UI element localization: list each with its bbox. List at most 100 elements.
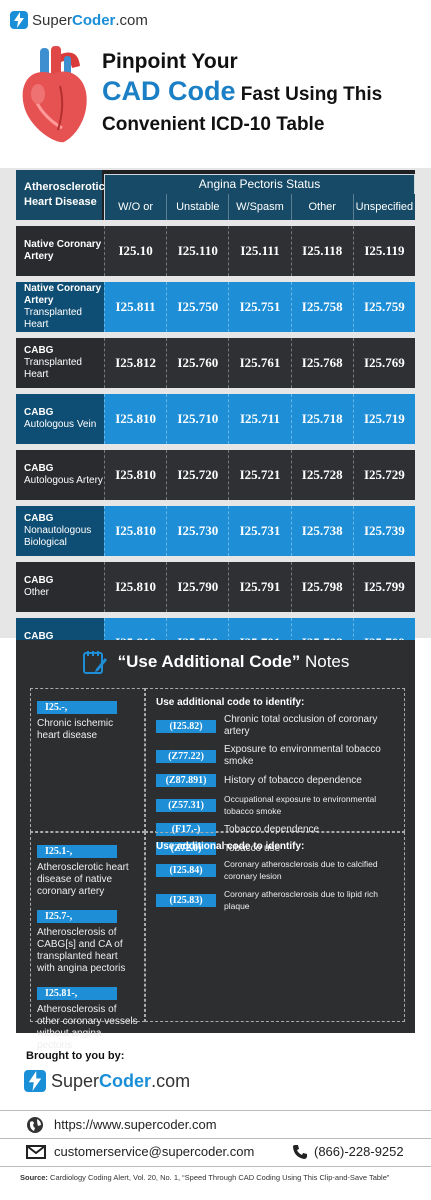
code-pill: (I25.84) — [156, 863, 216, 877]
code-pill: (Z77.22) — [156, 749, 216, 763]
icd10-code-cell: I25.790 — [166, 562, 228, 612]
phone-number[interactable]: (866)-228-9252 — [314, 1144, 404, 1159]
row-title: Native Coronary Artery — [24, 283, 102, 306]
icd10-code-cell: I25.758 — [290, 282, 353, 332]
row-label: CABG Autologous Vein — [16, 394, 104, 444]
icd10-code-cell: I25.111 — [228, 226, 290, 276]
code-description: History of tobacco dependence — [224, 774, 362, 786]
icd10-code-cell: I25.718 — [290, 394, 353, 444]
column-header: W/O or NOS — [104, 194, 166, 239]
code-description: Occupational exposure to environmental t… — [224, 794, 377, 816]
additional-code-item: (I25.82) Chronic total occlusion of coron… — [156, 714, 398, 738]
row-label: CABG Nonautologous Biological — [16, 506, 104, 556]
icd10-code-cell: I25.118 — [290, 226, 353, 276]
icd10-table: Atherosclerotic Heart Disease Angina Pec… — [16, 170, 415, 668]
row-label: CABG Transplanted Heart — [16, 338, 104, 388]
row-title: CABG — [24, 631, 54, 642]
row-label: Native Coronary Artery — [16, 226, 104, 276]
column-headers: W/O or NOS Unstable W/Spasm Other Unspec… — [104, 194, 415, 239]
brand-name: SuperCoder.com — [32, 11, 148, 29]
title-line-2: CAD Code Fast Using This — [102, 74, 422, 113]
icd10-code-cell: I25.729 — [352, 450, 415, 500]
row-subtitle: Nonautologous Biological — [24, 525, 92, 548]
table-row: CABG Autologous Vein I25.810 I25.710 I25.711… — [16, 394, 415, 444]
icd10-code-cell: I25.791 — [228, 562, 290, 612]
table-header: Atherosclerotic Heart Disease Angina Pec… — [16, 170, 415, 239]
icd10-code-cell: I25.812 — [104, 338, 166, 388]
row-title: CABG — [24, 575, 54, 586]
icd10-code-cell: I25.728 — [290, 450, 353, 500]
code-description: Atherosclerosis of CABG[s] and CA of tra… — [37, 927, 126, 974]
icd10-code-cell: I25.750 — [166, 282, 228, 332]
email-link[interactable]: customerservice@supercoder.com — [54, 1144, 255, 1159]
code-description: Chronic ischemic heart disease — [37, 718, 114, 741]
row-title: CABG — [24, 407, 54, 418]
code-entry: I25.1-, Atherosclerotic heart disease of … — [37, 841, 138, 898]
row-header-label: Atherosclerotic Heart Disease — [16, 170, 105, 220]
icd10-code-cell: I25.751 — [228, 282, 290, 332]
use-additional-label: Use additional code to identify: — [156, 841, 305, 852]
header-bar: SuperCoder.com — [0, 0, 431, 40]
icd10-code-cell: I25.10 — [104, 226, 166, 276]
brand-logo[interactable]: SuperCoder.com — [10, 11, 148, 29]
icd10-code-cell: I25.798 — [290, 562, 353, 612]
icd10-code-cell: I25.768 — [290, 338, 353, 388]
notepad-pencil-icon — [82, 651, 107, 674]
row-codes: I25.812 I25.760 I25.761 I25.768 I25.769 — [104, 338, 415, 388]
icd10-code-cell: I25.739 — [352, 506, 415, 556]
code-pill: I25.7-, — [37, 910, 117, 923]
icd10-code-cell: I25.761 — [228, 338, 290, 388]
table-row: Native Coronary Artery Transplanted Heart… — [16, 282, 415, 332]
column-header: W/Spasm — [228, 194, 290, 220]
icd10-code-cell: I25.721 — [228, 450, 290, 500]
envelope-icon — [26, 1144, 46, 1159]
icd10-code-cell: I25.810 — [104, 450, 166, 500]
icd10-code-cell: I25.810 — [104, 562, 166, 612]
row-subtitle: Autologous Vein — [24, 419, 97, 430]
code-description: Atherosclerosis of other coronary vessel… — [37, 1004, 138, 1051]
row-codes: I25.810 I25.720 I25.721 I25.728 I25.729 — [104, 450, 415, 500]
icd10-code-cell: I25.810 — [104, 394, 166, 444]
row-codes: I25.810 I25.790 I25.791 I25.798 I25.799 — [104, 562, 415, 612]
page-title: Pinpoint Your CAD Code Fast Using This C… — [102, 50, 422, 137]
brand-name: SuperCoder.com — [51, 1070, 191, 1091]
icd10-code-cell: I25.119 — [352, 226, 415, 276]
icd10-code-cell: I25.810 — [104, 506, 166, 556]
row-title: Native Coronary Artery — [24, 239, 102, 262]
group2-left-box: I25.1-, Atherosclerotic heart disease of … — [30, 832, 145, 1051]
column-header: Unspecified — [352, 194, 415, 220]
table-row: Native Coronary Artery I25.10 I25.110 I25.1… — [16, 226, 415, 276]
icd10-code-cell: I25.719 — [352, 394, 415, 444]
code-pill: I25.1-, — [37, 845, 117, 858]
icd10-code-cell: I25.760 — [166, 338, 228, 388]
website-link[interactable]: https://www.supercoder.com — [54, 1117, 217, 1132]
icd10-code-cell: I25.710 — [166, 394, 228, 444]
code-pill: I25.81-, — [37, 987, 117, 1000]
icd10-code-cell: I25.769 — [352, 338, 415, 388]
row-codes: I25.811 I25.750 I25.751 I25.758 I25.759 — [104, 282, 415, 332]
phone-group: (866)-228-9252 — [292, 1144, 404, 1160]
lightning-icon — [10, 11, 28, 29]
website-row: https://www.supercoder.com — [0, 1110, 431, 1138]
code-pill: (I25.82) — [156, 719, 216, 733]
icd10-code-cell: I25.811 — [104, 282, 166, 332]
source-citation: Source: Cardiology Coding Alert, Vol. 20… — [0, 1166, 431, 1183]
additional-code-notes: “Use Additional Code” Notes I25.-, Chron… — [16, 640, 415, 1051]
code-description: Atherosclerotic heart disease of native … — [37, 862, 129, 897]
notes-header: “Use Additional Code” Notes — [16, 640, 415, 684]
column-header: Unstable — [166, 194, 228, 220]
row-subtitle: Transplanted Heart — [24, 357, 82, 380]
table-row: CABG Other I25.810 I25.790 I25.791 I25.798 I25… — [16, 562, 415, 612]
code-pill: (I25.83) — [156, 893, 216, 907]
code-pill: I25.-, — [37, 701, 117, 714]
additional-code-item: (I25.84) Coronary atherosclerosis due to … — [156, 858, 398, 882]
email-group: customerservice@supercoder.com — [26, 1144, 254, 1159]
code-description: Exposure to environmental tobacco smoke — [224, 744, 381, 767]
globe-icon — [27, 1116, 43, 1133]
footer-brand-logo[interactable]: SuperCoder.com — [24, 1070, 190, 1092]
use-additional-label: Use additional code to identify: — [156, 697, 305, 708]
row-label: CABG Autologous Artery — [16, 450, 104, 500]
additional-code-item: (Z87.891) History of tobacco dependence — [156, 774, 398, 787]
hero: Pinpoint Your CAD Code Fast Using This C… — [0, 40, 431, 145]
column-header: Other — [290, 194, 353, 220]
